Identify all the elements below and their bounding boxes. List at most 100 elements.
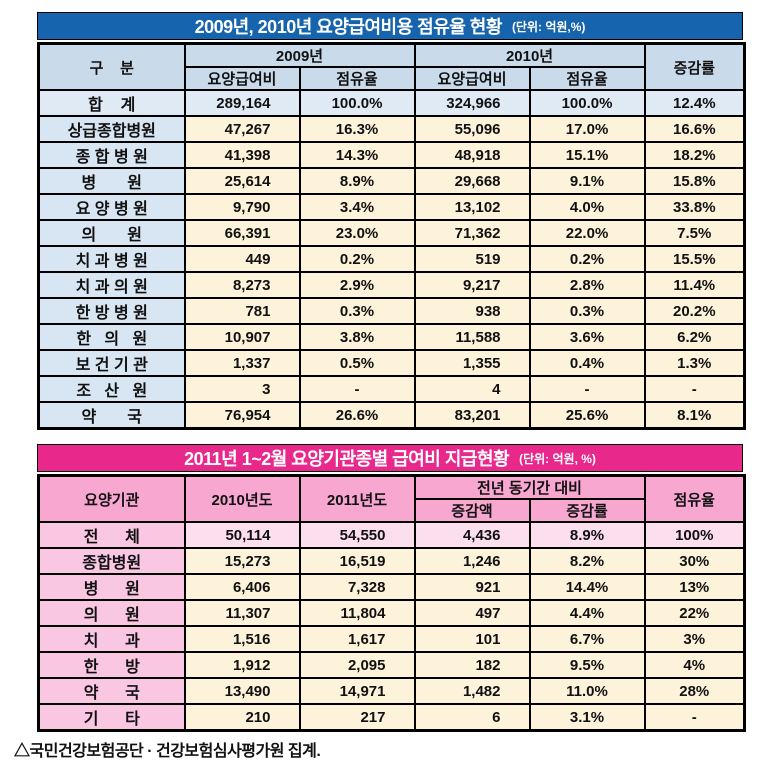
cell-value: 30% bbox=[643, 547, 746, 575]
cell-value: 8.9% bbox=[528, 521, 646, 549]
cell-value: 289,164 bbox=[183, 89, 301, 117]
table2-body: 전 체 50,114 54,550 4,436 8.9% 100% 종합병원 15,273 16… bbox=[37, 521, 746, 732]
cell-value: 18.2% bbox=[643, 141, 746, 169]
cell-value: 921 bbox=[413, 573, 531, 601]
table1-subheader-benefit-2010: 요양급여비 bbox=[413, 66, 531, 91]
cell-value: 55,096 bbox=[413, 115, 531, 143]
cell-value: 8.9% bbox=[298, 167, 416, 195]
cell-value: 76,954 bbox=[183, 401, 301, 430]
row-label: 보 건 기 관 bbox=[37, 349, 186, 377]
cell-value: 938 bbox=[413, 297, 531, 325]
row-label: 상급종합병원 bbox=[37, 115, 186, 143]
table1-row: 종 합 병 원 41,398 14.3% 48,918 15.1% 18.2% bbox=[37, 141, 746, 169]
cell-value: 10,907 bbox=[183, 323, 301, 351]
cell-value: 16.6% bbox=[643, 115, 746, 143]
cell-value: 4,436 bbox=[413, 521, 531, 549]
table2-subheader-change-rate: 증감률 bbox=[528, 498, 646, 523]
table2-share-header: 점유율 bbox=[643, 474, 746, 523]
table2-row: 치 과 1,516 1,617 101 6.7% 3% bbox=[37, 625, 746, 653]
cell-value: 83,201 bbox=[413, 401, 531, 430]
table-gap bbox=[37, 430, 743, 444]
row-label: 치 과 병 원 bbox=[37, 245, 186, 273]
cell-value: 23.0% bbox=[298, 219, 416, 247]
table1-title-bar: 2009년, 2010년 요양급여비용 점유율 현황 (단위: 억원,%) bbox=[37, 12, 743, 40]
cell-value: 11,307 bbox=[183, 599, 301, 627]
cell-value: 1,355 bbox=[413, 349, 531, 377]
cell-value: 217 bbox=[298, 703, 416, 732]
table2-row: 기 타 210 217 6 3.1% - bbox=[37, 703, 746, 732]
cell-value: 20.2% bbox=[643, 297, 746, 325]
table1-year-2010-header: 2010년 bbox=[413, 42, 646, 68]
cell-value: 14.3% bbox=[298, 141, 416, 169]
cell-value: 2.8% bbox=[528, 271, 646, 299]
table1-change-rate-header: 증감률 bbox=[643, 42, 746, 91]
cell-value: 0.3% bbox=[298, 297, 416, 325]
cell-value: 4.4% bbox=[528, 599, 646, 627]
cell-value: 449 bbox=[183, 245, 301, 273]
cell-value: 71,362 bbox=[413, 219, 531, 247]
table1-row: 치 과 의 원 8,273 2.9% 9,217 2.8% 11.4% bbox=[37, 271, 746, 299]
cell-value: 47,267 bbox=[183, 115, 301, 143]
cell-value: 15,273 bbox=[183, 547, 301, 575]
cell-value: 15.8% bbox=[643, 167, 746, 195]
cell-value: 9,217 bbox=[413, 271, 531, 299]
cell-value: 1,337 bbox=[183, 349, 301, 377]
row-label: 조 산 원 bbox=[37, 375, 186, 403]
cell-value: 1,617 bbox=[298, 625, 416, 653]
cell-value: 11.4% bbox=[643, 271, 746, 299]
table2-compare-group-header: 전년 동기간 대비 bbox=[413, 474, 646, 500]
cell-value: - bbox=[643, 375, 746, 403]
row-label: 전 체 bbox=[37, 521, 186, 549]
cell-value: 29,668 bbox=[413, 167, 531, 195]
cell-value: 4 bbox=[413, 375, 531, 403]
cell-value: 6 bbox=[413, 703, 531, 732]
cell-value: 13% bbox=[643, 573, 746, 601]
cell-value: 22.0% bbox=[528, 219, 646, 247]
table2-unit-label: (단위: 억원, %) bbox=[519, 451, 596, 466]
cell-value: 4% bbox=[643, 651, 746, 679]
table2-row: 한 방 1,912 2,095 182 9.5% 4% bbox=[37, 651, 746, 679]
cell-value: 14.4% bbox=[528, 573, 646, 601]
row-label: 병 원 bbox=[37, 167, 186, 195]
cell-value: 8.1% bbox=[643, 401, 746, 430]
row-label: 한 방 bbox=[37, 651, 186, 679]
cell-value: 1.3% bbox=[643, 349, 746, 377]
cell-value: 182 bbox=[413, 651, 531, 679]
table2-corner-header: 요양기관 bbox=[37, 474, 186, 523]
cell-value: 519 bbox=[413, 245, 531, 273]
cell-value: - bbox=[298, 375, 416, 403]
table1-subheader-share-2009: 점유율 bbox=[298, 66, 416, 91]
cell-value: 7.5% bbox=[643, 219, 746, 247]
row-label: 종 합 병 원 bbox=[37, 141, 186, 169]
table2-year-2011-header: 2011년도 bbox=[298, 474, 416, 523]
cell-value: 3.1% bbox=[528, 703, 646, 732]
cell-value: 12.4% bbox=[643, 89, 746, 117]
table1-row: 한 방 병 원 781 0.3% 938 0.3% 20.2% bbox=[37, 297, 746, 325]
cell-value: 9.1% bbox=[528, 167, 646, 195]
cell-value: 25.6% bbox=[528, 401, 646, 430]
cell-value: 54,550 bbox=[298, 521, 416, 549]
cell-value: 8.2% bbox=[528, 547, 646, 575]
cell-value: 17.0% bbox=[528, 115, 646, 143]
source-note: △국민건강보험공단 · 건강보험심사평가원 집계. bbox=[14, 743, 321, 760]
cell-value: 9,790 bbox=[183, 193, 301, 221]
cell-value: 48,918 bbox=[413, 141, 531, 169]
table1-row: 병 원 25,614 8.9% 29,668 9.1% 15.8% bbox=[37, 167, 746, 195]
page-content: 2009년, 2010년 요양급여비용 점유율 현황 (단위: 억원,%) 구 … bbox=[37, 12, 747, 732]
cell-value: 9.5% bbox=[528, 651, 646, 679]
cell-value: 2.9% bbox=[298, 271, 416, 299]
cell-value: 210 bbox=[183, 703, 301, 732]
row-label: 기 타 bbox=[37, 703, 186, 732]
table1-row: 합 계 289,164 100.0% 324,966 100.0% 12.4% bbox=[37, 89, 746, 117]
cell-value: 4.0% bbox=[528, 193, 646, 221]
cell-value: 3.8% bbox=[298, 323, 416, 351]
table2-title-bar: 2011년 1~2월 요양기관종별 급여비 지급현황 (단위: 억원, %) bbox=[37, 444, 743, 472]
row-label: 병 원 bbox=[37, 573, 186, 601]
cell-value: 0.3% bbox=[528, 297, 646, 325]
table2-subheader-change-amount: 증감액 bbox=[413, 498, 531, 523]
table1-header: 구 분 2009년 2010년 증감률 요양급여비 점유율 요양급여비 점유율 bbox=[37, 42, 746, 91]
cell-value: 41,398 bbox=[183, 141, 301, 169]
cell-value: - bbox=[643, 703, 746, 732]
row-label: 한 의 원 bbox=[37, 323, 186, 351]
